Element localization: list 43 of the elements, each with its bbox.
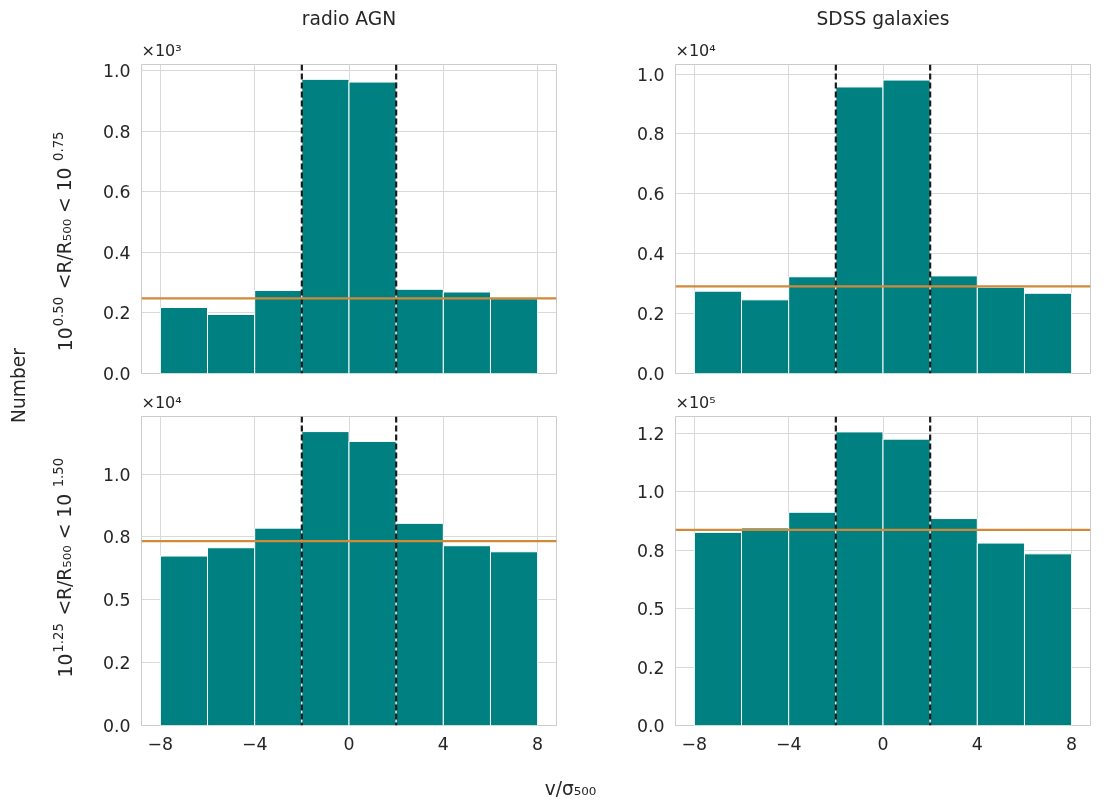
- y-tick-label: 0.4: [636, 244, 665, 265]
- text: ×10⁴: [141, 392, 182, 412]
- y-tick-label: 0.8: [636, 124, 665, 145]
- y-tick-label: 0.8: [102, 527, 131, 548]
- y-tick-label: 1.0: [636, 64, 665, 85]
- y-tick-label: 0.0: [636, 364, 665, 384]
- x-axis-title: v/σ₅₀₀: [544, 778, 597, 799]
- chart-title: SDSS galaxies: [816, 7, 950, 29]
- x-tick-label: 8: [1066, 733, 1078, 754]
- y-tick-label: 0.2: [102, 653, 131, 674]
- x-tick-label: 4: [437, 733, 449, 754]
- y-tick-label: 0.2: [102, 303, 131, 324]
- y-tick-label: 0.8: [102, 121, 131, 142]
- text: ×10⁵: [675, 392, 716, 412]
- x-tick-label: 0: [343, 733, 355, 754]
- y-tick-label: 1.0: [102, 464, 131, 485]
- text: ×10³: [141, 40, 182, 60]
- x-tick-label: −8: [147, 733, 174, 754]
- y-axis-title: 100.50 <R/R₅₀₀ < 100.75: [50, 131, 76, 352]
- y-axis-title: 101.25 <R/R₅₀₀ < 101.50: [50, 457, 76, 678]
- y-tick-label: 0.8: [636, 540, 665, 561]
- x-tick-label: −4: [775, 733, 802, 754]
- y-tick-label: 0.0: [102, 716, 131, 736]
- chart-title: radio AGN: [301, 7, 397, 29]
- y-tick-label: 0.2: [636, 657, 665, 678]
- x-tick-label: 0: [877, 733, 889, 754]
- y-tick-label: 1.2: [636, 424, 665, 445]
- y-tick-label: 1.0: [636, 482, 665, 503]
- x-tick-label: 4: [971, 733, 983, 754]
- y-tick-label: 0.2: [636, 304, 665, 325]
- y-tick-label: 0.4: [102, 242, 131, 263]
- x-tick-label: −4: [241, 733, 268, 754]
- text: Number: [8, 347, 29, 423]
- y-tick-label: 0.6: [636, 184, 665, 205]
- y-tick-label: 0.6: [102, 182, 131, 203]
- y-tick-label: 0.0: [102, 364, 131, 384]
- text: ×10⁴: [675, 40, 716, 60]
- x-tick-label: 8: [532, 733, 544, 754]
- y-tick-label: 1.0: [102, 61, 131, 82]
- y-tick-label: 0.5: [636, 599, 665, 620]
- y-tick-label: 0.5: [102, 590, 131, 611]
- y-tick-label: 0.0: [636, 716, 665, 736]
- x-tick-label: −8: [681, 733, 708, 754]
